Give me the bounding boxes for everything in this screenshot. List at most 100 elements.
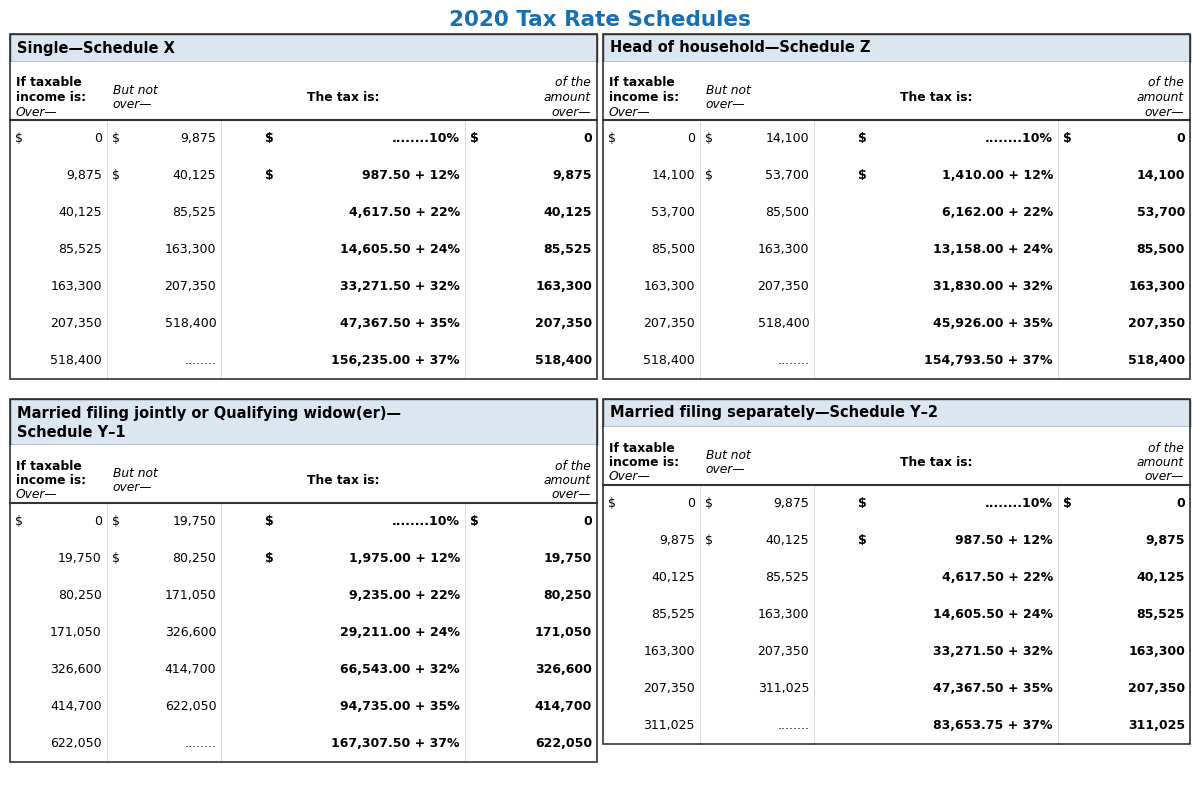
Text: 163,300: 163,300 xyxy=(1128,280,1186,293)
Text: 6,162.00 + 22%: 6,162.00 + 22% xyxy=(942,206,1052,219)
Text: ........: ........ xyxy=(778,354,809,367)
Text: 14,100: 14,100 xyxy=(652,169,695,182)
Text: 311,025: 311,025 xyxy=(1128,719,1186,732)
Text: Married filing jointly or Qualifying widow(er)—: Married filing jointly or Qualifying wid… xyxy=(17,406,401,421)
Bar xyxy=(10,62,598,120)
Text: 9,875: 9,875 xyxy=(180,132,216,145)
Bar xyxy=(604,427,1190,485)
Text: 85,500: 85,500 xyxy=(650,243,695,256)
Text: 1,975.00 + 12%: 1,975.00 + 12% xyxy=(349,552,460,565)
Bar xyxy=(604,399,1190,744)
Text: 83,653.75 + 37%: 83,653.75 + 37% xyxy=(934,719,1052,732)
Text: ........10%: ........10% xyxy=(985,132,1052,145)
Text: 80,250: 80,250 xyxy=(58,589,102,602)
Text: 163,300: 163,300 xyxy=(1128,645,1186,658)
Text: over—: over— xyxy=(706,98,745,111)
Text: 85,525: 85,525 xyxy=(544,243,592,256)
Text: amount: amount xyxy=(544,91,592,104)
Text: ........: ........ xyxy=(778,719,809,732)
Text: 0: 0 xyxy=(94,515,102,528)
Text: 40,125: 40,125 xyxy=(59,206,102,219)
Text: 207,350: 207,350 xyxy=(757,280,809,293)
Text: 163,300: 163,300 xyxy=(164,243,216,256)
Text: 207,350: 207,350 xyxy=(643,682,695,695)
Text: 0: 0 xyxy=(1176,497,1186,510)
Text: 19,750: 19,750 xyxy=(58,552,102,565)
Text: amount: amount xyxy=(1136,456,1184,469)
Text: 167,307.50 + 37%: 167,307.50 + 37% xyxy=(331,737,460,750)
Text: $: $ xyxy=(265,515,274,528)
Text: 0: 0 xyxy=(583,132,592,145)
Bar xyxy=(10,34,598,62)
Text: 622,050: 622,050 xyxy=(535,737,592,750)
Text: over—: over— xyxy=(706,463,745,476)
Text: $: $ xyxy=(470,515,479,528)
Text: over—: over— xyxy=(1145,470,1184,483)
Text: of the: of the xyxy=(1148,76,1184,89)
Text: But not: But not xyxy=(113,466,157,480)
Text: 80,250: 80,250 xyxy=(544,589,592,602)
Text: Schedule Y–1: Schedule Y–1 xyxy=(17,425,126,440)
Text: 53,700: 53,700 xyxy=(1136,206,1186,219)
Text: 1,410.00 + 12%: 1,410.00 + 12% xyxy=(942,169,1052,182)
Text: Over—: Over— xyxy=(16,489,58,501)
Text: 207,350: 207,350 xyxy=(1128,317,1186,330)
Text: Single—Schedule X: Single—Schedule X xyxy=(17,41,175,56)
Text: But not: But not xyxy=(706,84,751,97)
Text: $: $ xyxy=(704,534,713,547)
Text: over—: over— xyxy=(113,98,152,111)
Bar xyxy=(604,62,1190,120)
Text: 80,250: 80,250 xyxy=(173,552,216,565)
Text: $: $ xyxy=(1063,497,1072,510)
Text: 326,600: 326,600 xyxy=(50,663,102,676)
Text: $: $ xyxy=(704,132,713,145)
Bar xyxy=(10,399,598,445)
Text: 85,525: 85,525 xyxy=(650,608,695,621)
Text: 518,400: 518,400 xyxy=(50,354,102,367)
Text: 47,367.50 + 35%: 47,367.50 + 35% xyxy=(340,317,460,330)
Text: 171,050: 171,050 xyxy=(50,626,102,639)
Text: $: $ xyxy=(858,534,866,547)
Text: $: $ xyxy=(704,497,713,510)
Text: Head of household—Schedule Z: Head of household—Schedule Z xyxy=(610,41,870,56)
Text: 47,367.50 + 35%: 47,367.50 + 35% xyxy=(934,682,1052,695)
Text: 518,400: 518,400 xyxy=(535,354,592,367)
Text: 40,125: 40,125 xyxy=(766,534,809,547)
Text: 171,050: 171,050 xyxy=(535,626,592,639)
Text: 85,525: 85,525 xyxy=(58,243,102,256)
Text: 163,300: 163,300 xyxy=(643,280,695,293)
Text: over—: over— xyxy=(552,106,592,119)
Text: The tax is:: The tax is: xyxy=(307,91,379,104)
Text: 0: 0 xyxy=(686,497,695,510)
Text: $: $ xyxy=(112,552,120,565)
Text: 0: 0 xyxy=(686,132,695,145)
Text: of the: of the xyxy=(1148,442,1184,455)
Text: 29,211.00 + 24%: 29,211.00 + 24% xyxy=(340,626,460,639)
Text: 987.50 + 12%: 987.50 + 12% xyxy=(955,534,1052,547)
Text: Over—: Over— xyxy=(610,470,650,483)
Text: 207,350: 207,350 xyxy=(1128,682,1186,695)
Text: 518,400: 518,400 xyxy=(164,317,216,330)
Text: 518,400: 518,400 xyxy=(1128,354,1186,367)
Text: 207,350: 207,350 xyxy=(643,317,695,330)
Text: 326,600: 326,600 xyxy=(164,626,216,639)
Text: income is:: income is: xyxy=(16,91,86,104)
Text: $: $ xyxy=(14,515,23,528)
Text: 518,400: 518,400 xyxy=(643,354,695,367)
Text: 14,605.50 + 24%: 14,605.50 + 24% xyxy=(340,243,460,256)
Text: ........: ........ xyxy=(185,354,216,367)
Text: 31,830.00 + 32%: 31,830.00 + 32% xyxy=(934,280,1052,293)
Text: 14,100: 14,100 xyxy=(766,132,809,145)
Text: 207,350: 207,350 xyxy=(535,317,592,330)
Text: But not: But not xyxy=(113,84,157,97)
Text: $: $ xyxy=(608,132,616,145)
Text: $: $ xyxy=(112,132,120,145)
Text: 53,700: 53,700 xyxy=(766,169,809,182)
Text: 414,700: 414,700 xyxy=(164,663,216,676)
Bar xyxy=(604,34,1190,62)
Text: If taxable: If taxable xyxy=(16,459,82,473)
Text: ........10%: ........10% xyxy=(392,132,460,145)
Text: 2020 Tax Rate Schedules: 2020 Tax Rate Schedules xyxy=(449,10,751,30)
Text: 9,875: 9,875 xyxy=(552,169,592,182)
Text: 13,158.00 + 24%: 13,158.00 + 24% xyxy=(934,243,1052,256)
